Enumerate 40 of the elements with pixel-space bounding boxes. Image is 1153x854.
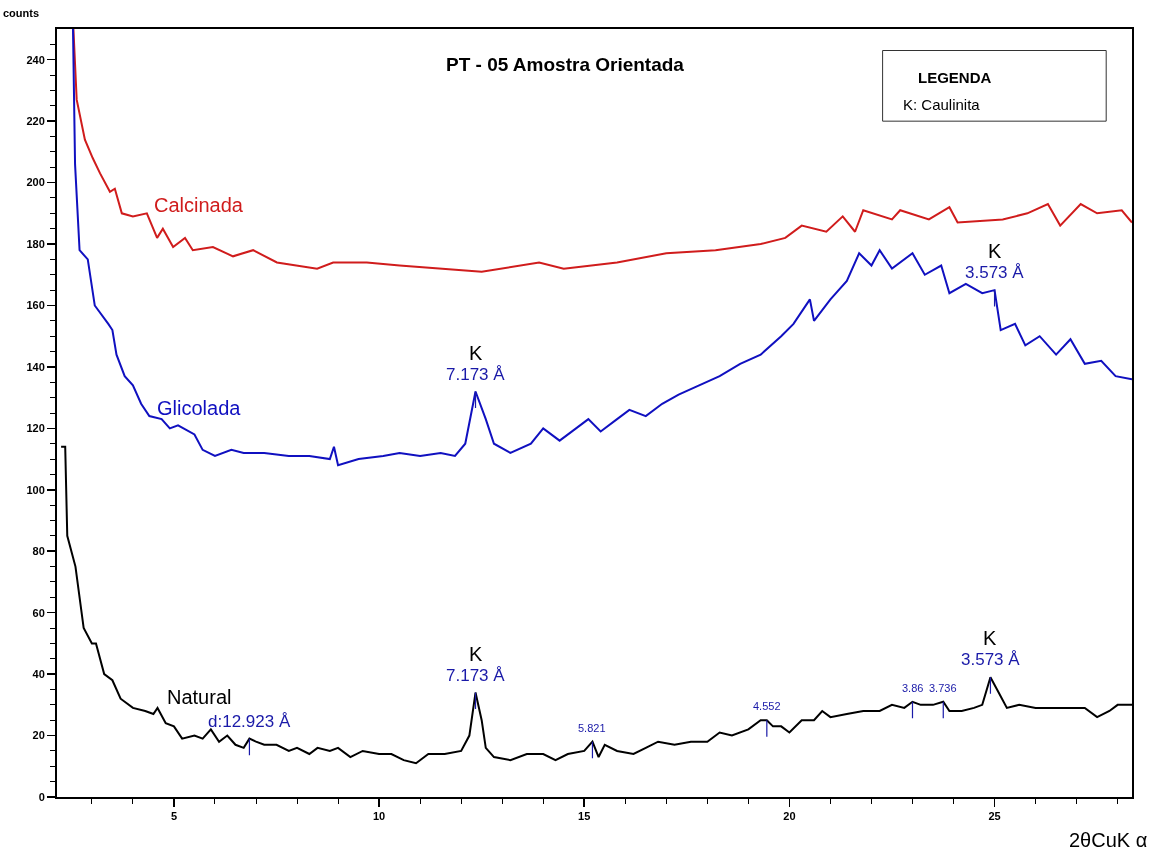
annotation: K (983, 627, 997, 649)
line-series (72, 29, 1132, 467)
x-tick-label: 10 (372, 810, 386, 823)
series-label: Natural (167, 686, 232, 708)
y-tick-label: 100 (26, 483, 45, 496)
y-tick-label: 40 (32, 667, 45, 680)
annotation: 7.173 Å (446, 666, 506, 685)
annotation: K (469, 342, 483, 364)
annotation: K (469, 643, 483, 665)
annotation: K: Caulinita (903, 96, 981, 113)
x-tick-label: 15 (578, 810, 591, 823)
y-tick-label: 60 (32, 606, 45, 619)
annotation: d:12.923 Å (208, 712, 291, 731)
annotation: LEGENDA (918, 69, 992, 86)
x-tick-label: 5 (170, 810, 177, 823)
annotation: 3.573 Å (965, 263, 1025, 282)
y-tick-label: 240 (26, 53, 45, 66)
y-axis-title: counts (3, 7, 40, 19)
y-tick-label: 80 (32, 545, 45, 558)
annotation: 3.573 Å (961, 650, 1021, 669)
x-tick-label: 20 (783, 810, 796, 823)
series-label: Glicolada (157, 397, 242, 419)
annotation: 4.552 (753, 700, 781, 712)
annotation: 3.736 (929, 682, 957, 694)
y-tick-label: 200 (26, 176, 45, 189)
y-tick-label: 220 (26, 115, 45, 128)
y-tick-label: 20 (32, 729, 45, 742)
series-label: Calcinada (154, 194, 244, 216)
x-tick-label: 25 (988, 810, 1001, 823)
y-tick-label: 0 (38, 790, 45, 803)
y-tick-label: 140 (26, 360, 45, 373)
annotation: 7.173 Å (446, 365, 506, 384)
y-tick-label: 180 (26, 237, 45, 250)
annotation: 3.86 (902, 682, 924, 694)
y-tick-label: 160 (26, 299, 45, 312)
x-axis-title: 2θCuK α (1069, 829, 1148, 851)
text: PT - 05 Amostra Orientada (446, 53, 685, 75)
annotation: 5.821 (578, 722, 606, 734)
y-tick-label: 120 (26, 422, 45, 435)
annotation: K (988, 240, 1002, 262)
